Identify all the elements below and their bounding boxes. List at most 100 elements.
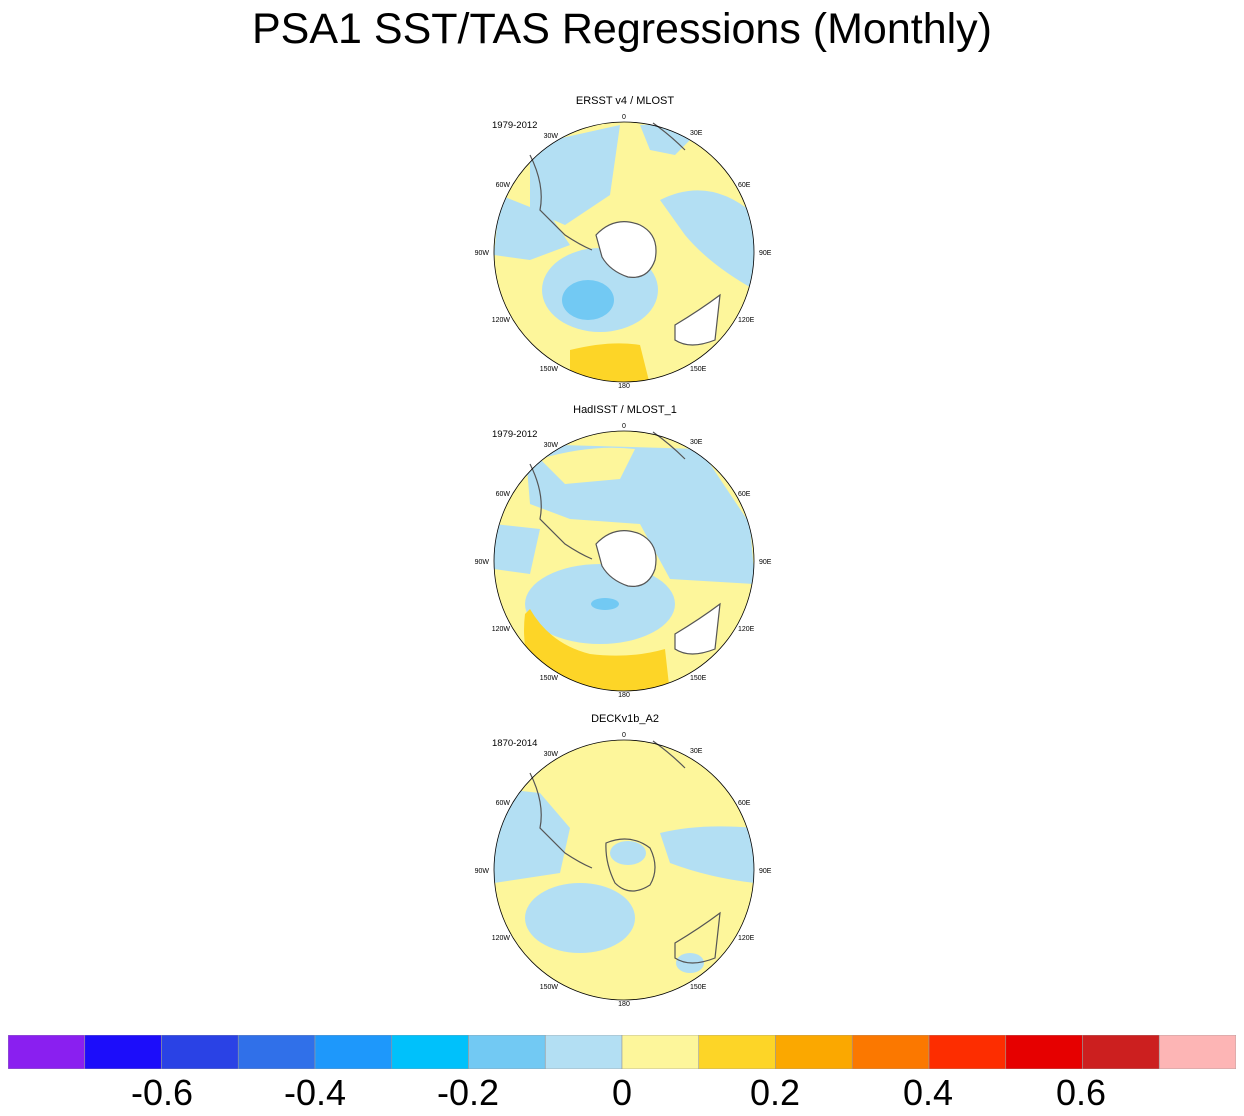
colorbar-swatch [851,1035,930,1069]
lon-label: 150W [540,675,559,682]
lon-label: 90E [759,559,772,566]
colorbar-swatch [1082,1035,1160,1069]
map-border [493,430,755,692]
colorbar-swatch [468,1035,546,1069]
lon-label: 150E [690,675,707,682]
lon-label: 60W [496,182,511,189]
colorbar-swatch [84,1035,162,1069]
lon-label: 120E [738,317,755,324]
panel-title: DECKv1b_A2 [591,713,659,725]
colorbar-swatch [1005,1035,1083,1069]
colorbar-swatch [314,1035,393,1069]
lon-label: 150W [540,366,559,373]
anomaly-negative-region [525,883,635,953]
colorbar-tick-label: 0 [611,1072,633,1113]
antarctica-land [595,530,657,587]
colorbar-tick-label: -0.4 [283,1072,347,1113]
anomaly-negative-region [494,195,570,260]
colorbar-swatch [1158,1035,1236,1069]
anomaly-negative-region [610,841,646,865]
colorbar-tick-label: -0.2 [436,1072,500,1113]
colorbar-swatch [237,1035,316,1069]
anomaly-negative-region [494,788,570,883]
colorbar-swatch [544,1035,623,1069]
africa-coast [652,740,686,769]
lon-label: 30W [544,442,559,449]
lon-label: 0 [622,423,626,430]
anomaly-positive-core [524,609,670,691]
lon-label: 120W [492,935,511,942]
lon-label: 90W [475,868,490,875]
colorbar-tick-label: 0.4 [902,1072,954,1113]
map-panel-3: DECKv1b_A2 1870-2014 0 30E 60E 90E 120E … [470,713,780,1013]
africa-coast [652,122,686,151]
polar-map: 0 30E 60E 90E 120E 150E 180 150W 120W 90… [475,423,772,699]
lon-label: 60E [738,182,751,189]
lon-label: 90E [759,868,772,875]
colorbar-swatch [698,1035,776,1069]
anomaly-negative-region [660,190,754,290]
lon-label: 60E [738,491,751,498]
lon-label: 60E [738,800,751,807]
lon-label: 60W [496,800,511,807]
lon-label: 0 [622,732,626,739]
africa-coast [652,431,686,460]
lon-label: 180 [618,692,630,699]
panel-title: HadISST / MLOST_1 [573,404,677,416]
polar-map: 0 30E 60E 90E 120E 150E 180 150W 120W 90… [475,732,772,1008]
south-america-coast [529,463,593,560]
lon-label: 90E [759,250,772,257]
lon-label: 90W [475,250,490,257]
anomaly-negative-core [591,598,619,610]
lon-label: 0 [622,114,626,121]
australia-land [674,602,721,655]
lon-label: 30E [690,130,703,137]
colorbar-swatch [391,1035,469,1069]
lon-label: 60W [496,491,511,498]
panel-title: ERSST v4 / MLOST [575,95,675,107]
lon-label: 30E [690,748,703,755]
lon-label: 90W [475,559,490,566]
lon-label: 180 [618,383,630,390]
antarctica-coast [605,838,656,892]
colorbar-swatch [161,1035,239,1069]
panel-period: 1870-2014 [492,738,538,749]
anomaly-negative-region [494,524,540,574]
lon-label: 30W [544,133,559,140]
lon-label: 150E [690,366,707,373]
anomaly-negative-region [660,826,754,883]
anomaly-positive-core [570,343,650,382]
antarctica-land [595,221,657,278]
lon-label: 180 [618,1001,630,1008]
colorbar-tick-label: 0.6 [1055,1072,1107,1113]
map-border [493,121,755,383]
anomaly-negative-core [562,280,614,320]
south-america-coast [529,154,593,251]
colorbar-swatch [775,1035,853,1069]
south-america-coast [529,772,593,869]
panel-period: 1979-2012 [492,120,538,131]
panel-period: 1979-2012 [492,429,538,440]
map-panel-2: HadISST / MLOST_1 1979-2012 0 30E 60E 90… [470,404,780,704]
lon-label: 120E [738,626,755,633]
colorbar-swatch [928,1035,1007,1069]
colorbar-tick-label: -0.6 [130,1072,194,1113]
polar-map: 0 30E 60E 90E 120E 150E 180 150W 120W 90… [475,114,772,390]
figure-title: PSA1 SST/TAS Regressions (Monthly) [251,5,992,53]
anomaly-positive-region [540,447,635,484]
australia-coast [674,911,721,964]
anomaly-negative-region [530,125,620,225]
lon-label: 120W [492,626,511,633]
australia-land [674,293,721,346]
lon-label: 120W [492,317,511,324]
colorbar-tick-label: 0.2 [749,1072,801,1113]
colorbar-swatch [621,1035,700,1069]
lon-label: 150E [690,984,707,991]
map-border [493,739,755,1001]
colorbar [8,1035,1236,1069]
colorbar-swatch [8,1035,86,1069]
lon-label: 30W [544,751,559,758]
lon-label: 120E [738,935,755,942]
lon-label: 30E [690,439,703,446]
lon-label: 150W [540,984,559,991]
